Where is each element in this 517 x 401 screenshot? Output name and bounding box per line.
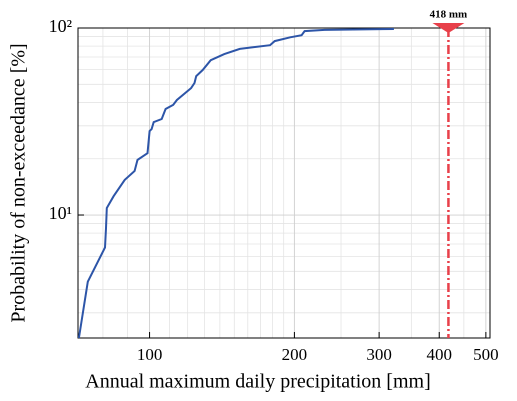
x-tick-label: 300 [366,345,392,364]
x-tick-label: 200 [282,345,308,364]
data-line [77,28,394,339]
y-tick-label: 10¹ [49,203,72,223]
y-tick-label: 10² [49,16,72,36]
threshold-label: 418 mm [430,9,468,21]
y-axis-label: Probability of non-exceedance [%] [8,43,30,322]
x-axis-label: Annual maximum daily precipitation [mm] [85,371,430,393]
x-tick-label: 400 [426,345,452,364]
threshold-marker [432,23,465,33]
plot-frame [77,27,491,339]
x-tick-label: 500 [473,345,499,364]
x-tick-label: 100 [137,345,163,364]
